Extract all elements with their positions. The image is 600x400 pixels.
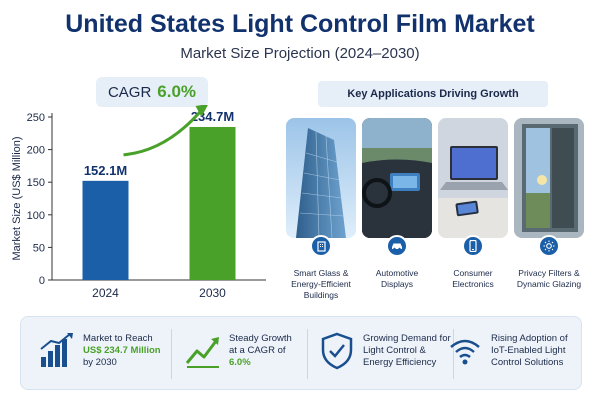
wifi-icon [450, 339, 480, 365]
app-label-smart-glass: Smart Glass & Energy-Efficient Buildings [291, 268, 351, 300]
app-card-privacy-filters: Privacy Filters & Dynamic Glazing [514, 118, 584, 318]
page-title: United States Light Control Film Market [65, 10, 535, 38]
app-label-automotive: Automotive Displays [375, 268, 419, 289]
building-icon [310, 235, 332, 257]
smartphone-icon [462, 235, 484, 257]
app-card-consumer-electronics: Consumer Electronics [438, 118, 508, 318]
app-label-consumer-electronics: Consumer Electronics [452, 268, 494, 289]
app-label-privacy-filters: Privacy Filters & Dynamic Glazing [516, 268, 582, 289]
cagr-badge: CAGR 6.0% [96, 77, 208, 107]
bar-2030 [189, 126, 236, 280]
applications-header: Key Applications Driving Growth [318, 81, 548, 107]
car-icon [386, 235, 408, 257]
highlight-market-reach: Market to Reach US$ 234.7 Million by 203… [83, 333, 161, 368]
growth-arrow-head [195, 105, 208, 117]
market-size-bar-chart: 0 50 100 150 200 250 Market Size (US$ Million)… [11, 105, 266, 300]
y-tick-label: 250 [27, 112, 45, 124]
y-tick-label: 200 [27, 145, 45, 157]
app-card-automotive: Automotive Displays [362, 118, 432, 318]
y-tick-label: 150 [27, 177, 45, 189]
cagr-value: 6.0% [157, 82, 197, 101]
bar-2024 [82, 180, 129, 280]
x-tick-label: 2030 [199, 286, 226, 300]
bar-chart-icon [40, 333, 73, 367]
sun-icon [538, 235, 560, 257]
data-label-2024: 152.1M [84, 163, 127, 178]
cagr-label: CAGR [107, 83, 152, 101]
window-photo [514, 118, 584, 238]
y-axis-label: Market Size (US$ Million) [11, 136, 23, 260]
shield-check-icon [321, 332, 353, 370]
app-card-smart-glass: Smart Glass & Energy-Efficient Buildings [286, 118, 356, 318]
building-photo [286, 118, 356, 238]
divider [171, 329, 172, 379]
page-subtitle: Market Size Projection (2024–2030) [180, 45, 420, 62]
y-tick-label: 50 [33, 242, 45, 254]
highlight-steady-growth: Steady Growth at a CAGR of 6.0% [229, 333, 292, 368]
car-interior-photo [362, 118, 432, 238]
highlights-panel: Market to Reach US$ 234.7 Million by 203… [20, 316, 582, 390]
divider [307, 329, 308, 379]
highlight-iot-adoption: Rising Adoption of IoT-Enabled Light Con… [491, 333, 568, 368]
growth-arrow [123, 108, 204, 157]
y-tick-label: 100 [27, 210, 45, 222]
highlight-growing-demand: Growing Demand for Light Control & Energ… [363, 333, 451, 368]
divider [453, 329, 454, 379]
trend-up-icon [185, 337, 219, 368]
y-tick-label: 0 [39, 275, 45, 287]
x-tick-label: 2024 [92, 286, 119, 300]
laptop-photo [438, 118, 508, 238]
